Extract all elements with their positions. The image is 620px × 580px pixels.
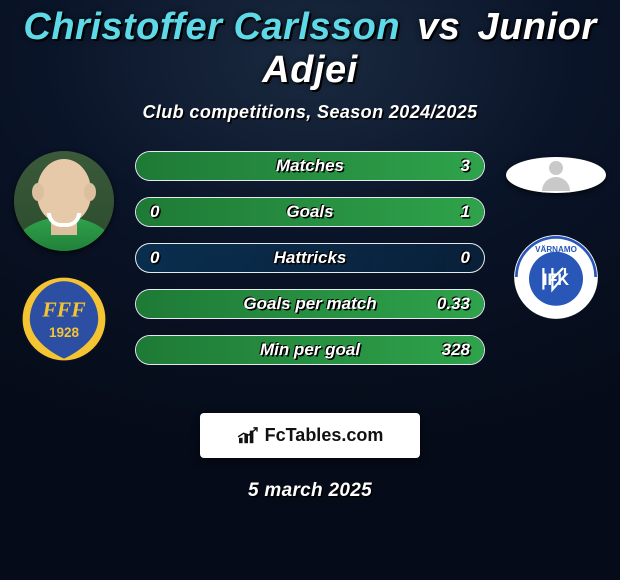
stat-value-right: 1 bbox=[422, 202, 484, 222]
crest-fff-icon: FFF 1928 bbox=[19, 274, 109, 364]
date-text: 5 march 2025 bbox=[0, 480, 620, 502]
crest-ifk-letters: IFK bbox=[543, 271, 569, 289]
player1-photo bbox=[14, 151, 114, 251]
stat-value-right: 0 bbox=[422, 248, 484, 268]
stat-value-left: 0 bbox=[136, 202, 198, 222]
brand-badge: FcTables.com bbox=[200, 413, 420, 458]
crest-fff-text: FFF bbox=[41, 297, 86, 321]
stat-row: Matches3 bbox=[135, 151, 485, 181]
stat-value-right: 0.33 bbox=[422, 294, 484, 314]
crest-ifk-icon: VÄRNAMO IFK bbox=[511, 232, 601, 322]
stat-label: Goals per match bbox=[198, 294, 422, 314]
brand-text: FcTables.com bbox=[265, 425, 384, 446]
stat-row: 0Hattricks0 bbox=[135, 243, 485, 273]
player2-photo-missing bbox=[506, 157, 606, 193]
right-column: VÄRNAMO IFK bbox=[501, 151, 611, 327]
left-column: FFF 1928 bbox=[9, 151, 119, 369]
stat-label: Matches bbox=[198, 156, 422, 176]
title-vs: vs bbox=[417, 6, 460, 48]
stat-label: Goals bbox=[198, 202, 422, 222]
crest-fff-year: 1928 bbox=[49, 325, 80, 340]
page-title: Christoffer Carlsson vs Junior Adjei bbox=[0, 6, 620, 92]
brand-chart-icon bbox=[237, 427, 259, 445]
stat-row: Goals per match0.33 bbox=[135, 289, 485, 319]
main-row: FFF 1928 Matches30Goals10Hattricks0Goals… bbox=[0, 151, 620, 381]
subtitle: Club competitions, Season 2024/2025 bbox=[0, 102, 620, 123]
player1-club-crest: FFF 1928 bbox=[14, 269, 114, 369]
stat-row: Min per goal328 bbox=[135, 335, 485, 365]
stat-row: 0Goals1 bbox=[135, 197, 485, 227]
stat-label: Hattricks bbox=[198, 248, 422, 268]
stat-label: Min per goal bbox=[198, 340, 422, 360]
stat-value-right: 328 bbox=[422, 340, 484, 360]
title-player1: Christoffer Carlsson bbox=[23, 6, 400, 48]
stat-value-left: 0 bbox=[136, 248, 198, 268]
player2-club-crest: VÄRNAMO IFK bbox=[506, 227, 606, 327]
stats-column: Matches30Goals10Hattricks0Goals per matc… bbox=[135, 151, 485, 381]
stat-value-right: 3 bbox=[422, 156, 484, 176]
card-root: Christoffer Carlsson vs Junior Adjei Clu… bbox=[0, 0, 620, 502]
